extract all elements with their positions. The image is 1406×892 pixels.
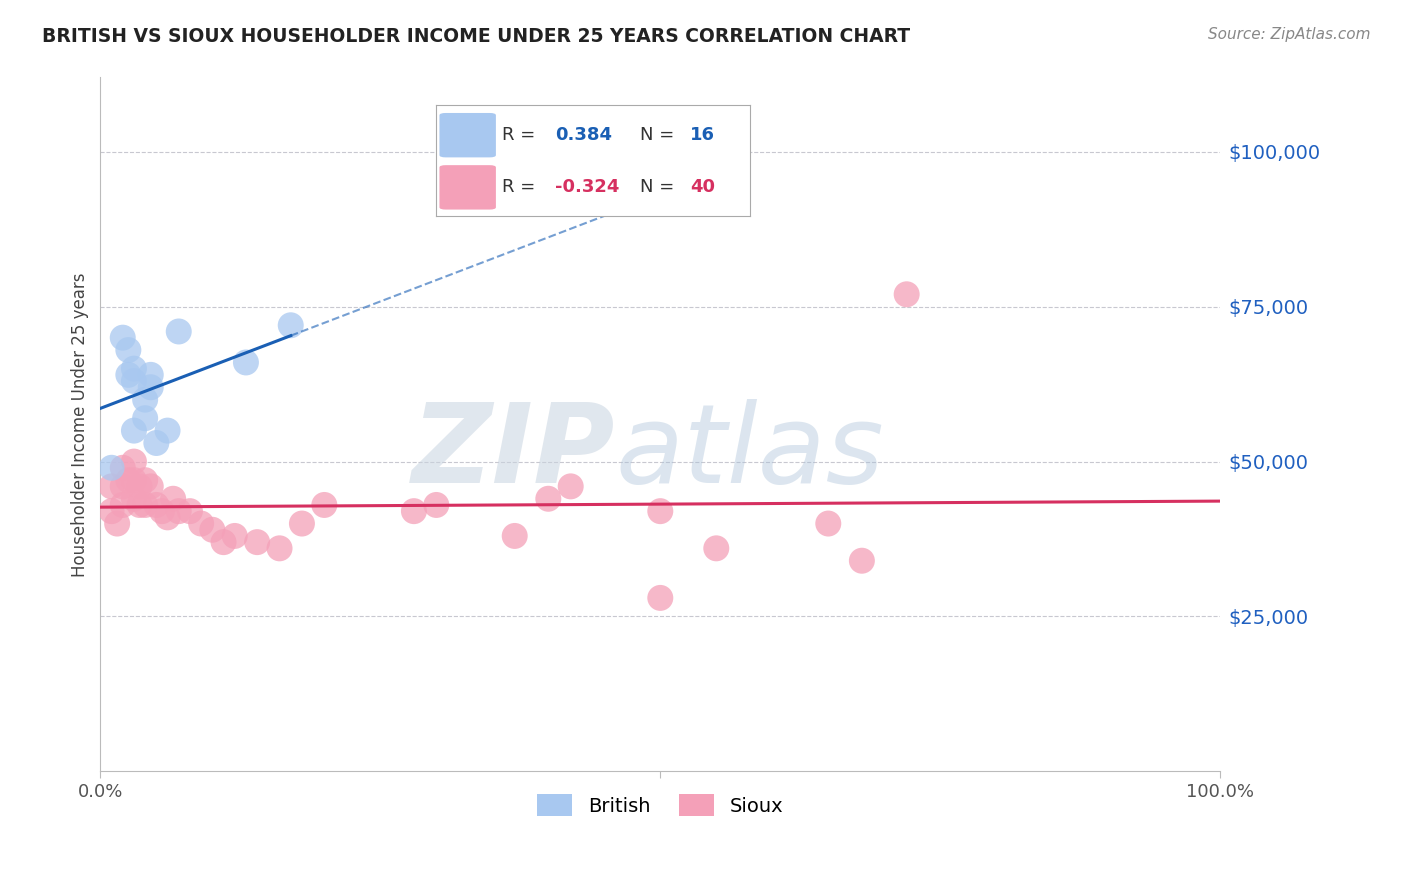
Y-axis label: Householder Income Under 25 years: Householder Income Under 25 years (72, 272, 89, 576)
Point (128, 498, 150, 512)
Point (851, 554, 873, 568)
Point (145, 498, 167, 512)
Point (145, 436, 167, 450)
Point (179, 504, 201, 518)
Text: atlas: atlas (616, 399, 884, 506)
Point (122, 454, 145, 468)
Point (111, 331, 134, 345)
Point (134, 473, 156, 487)
Point (134, 392, 156, 407)
Point (201, 523, 224, 537)
Point (314, 498, 336, 512)
Point (100, 460, 122, 475)
Text: Source: ZipAtlas.com: Source: ZipAtlas.com (1208, 27, 1371, 42)
Point (402, 504, 425, 518)
Text: BRITISH VS SIOUX HOUSEHOLDER INCOME UNDER 25 YEARS CORRELATION CHART: BRITISH VS SIOUX HOUSEHOLDER INCOME UNDE… (42, 27, 910, 45)
Text: ZIP: ZIP (412, 399, 616, 506)
Point (212, 535, 235, 549)
Point (246, 535, 269, 549)
Point (167, 325, 190, 339)
Point (167, 504, 190, 518)
Point (111, 479, 134, 493)
Point (111, 460, 134, 475)
Point (122, 491, 145, 506)
Point (704, 541, 727, 556)
Point (156, 510, 179, 524)
Point (560, 479, 582, 493)
Point (105, 516, 128, 531)
Point (100, 504, 122, 518)
Point (139, 380, 162, 394)
Point (650, 504, 672, 518)
Legend: British, Sioux: British, Sioux (529, 786, 792, 824)
Point (122, 424, 145, 438)
Point (291, 516, 314, 531)
Point (117, 368, 139, 382)
Point (425, 498, 447, 512)
Point (122, 374, 145, 388)
Point (896, 287, 918, 301)
Point (650, 591, 672, 605)
Point (117, 343, 139, 357)
Point (150, 504, 173, 518)
Point (162, 491, 184, 506)
Point (100, 479, 122, 493)
Point (269, 541, 291, 556)
Point (280, 318, 302, 333)
Point (134, 498, 156, 512)
Point (190, 516, 212, 531)
Point (817, 516, 839, 531)
Point (139, 479, 162, 493)
Point (134, 411, 156, 425)
Point (128, 479, 150, 493)
Point (503, 529, 526, 543)
Point (122, 473, 145, 487)
Point (224, 529, 246, 543)
Point (235, 355, 257, 369)
Point (117, 473, 139, 487)
Point (122, 361, 145, 376)
Point (537, 491, 560, 506)
Point (111, 498, 134, 512)
Point (139, 368, 162, 382)
Point (156, 424, 179, 438)
